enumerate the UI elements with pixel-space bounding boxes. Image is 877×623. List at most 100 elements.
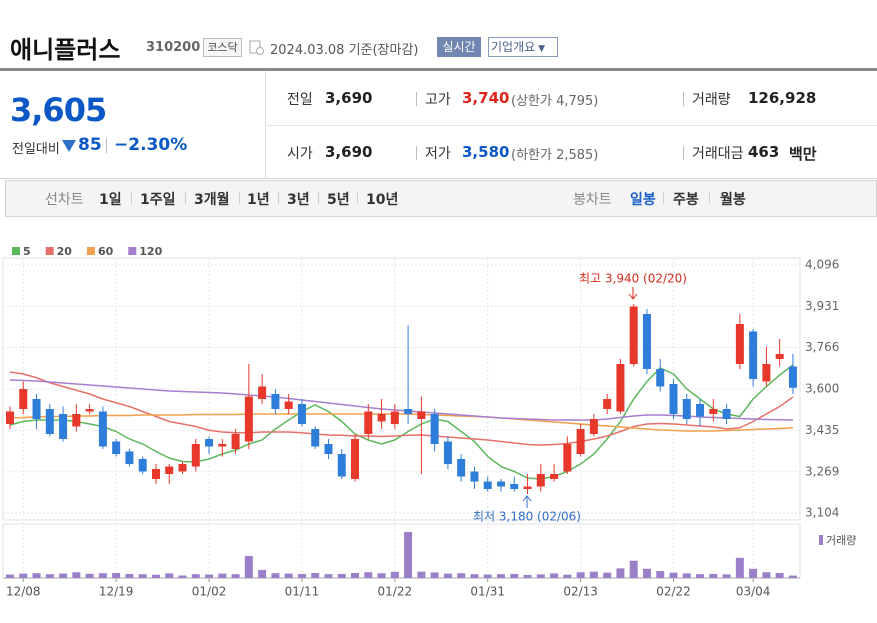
volume-bar (576, 572, 585, 578)
candle-body (138, 459, 147, 472)
volume-bar (788, 575, 797, 578)
candle-body (656, 369, 665, 387)
period-tab-active[interactable]: 일봉 (630, 192, 656, 208)
volume-bar (165, 573, 174, 578)
volume-bar (682, 573, 691, 578)
current-price: 3,605 (10, 91, 107, 129)
volume-bar (510, 573, 519, 578)
volume-bar (457, 573, 466, 578)
period-tab[interactable]: 1년 (247, 192, 270, 208)
volume-bar (762, 572, 771, 578)
candle-body (603, 399, 612, 409)
candle-body (45, 409, 54, 434)
volume-legend-swatch (819, 535, 823, 545)
change-label: 전일대비 (12, 142, 60, 157)
period-tab[interactable]: 1일 (99, 192, 122, 208)
volume-bar (629, 560, 638, 578)
ma-line (9, 379, 793, 421)
candle-body (404, 409, 413, 414)
volume-bar (470, 574, 479, 578)
candle-body (85, 409, 94, 412)
stat-value: 3,740 (462, 89, 510, 107)
volume-bar (324, 574, 333, 578)
period-tab[interactable]: 1주일 (140, 192, 176, 208)
stat-value: 3,690 (325, 89, 373, 107)
candle-body (98, 411, 107, 447)
candle-body (231, 434, 240, 449)
candle-body (205, 439, 214, 447)
stat-label: 전일 (287, 92, 313, 108)
period-tab[interactable]: 10년 (366, 192, 399, 208)
divider (131, 192, 132, 204)
stat-value: 126,928 (748, 89, 817, 107)
candle-body (32, 399, 41, 419)
stock-name: 애니플러스 (10, 36, 121, 64)
x-tick-label: 01/02 (192, 585, 227, 599)
volume-bar (244, 555, 253, 578)
high-arrow-head (628, 293, 638, 300)
company-info-button[interactable]: 기업개요 ▼ (488, 37, 558, 57)
divider (416, 146, 417, 160)
period-tab[interactable]: 3개월 (194, 192, 230, 208)
ma-line (9, 371, 794, 446)
volume-bar (696, 574, 705, 578)
stat-label: 거래량 (692, 92, 731, 108)
y-tick-label: 3,931 (805, 299, 839, 313)
stat-note: (하한가 2,585) (511, 148, 599, 163)
volume-bar (284, 573, 293, 578)
high-annotation: 최고 3,940 (02/20) (579, 272, 687, 286)
realtime-button[interactable]: 실시간 (437, 37, 481, 57)
company-info-label: 기업개요 (491, 40, 536, 54)
change-rate: −2.30% (114, 135, 188, 155)
candle-body (696, 404, 705, 417)
stat-unit: 백만 (789, 145, 817, 163)
candle-body (72, 414, 81, 427)
candle-body (112, 441, 121, 454)
candle-body (258, 386, 267, 399)
candle-body (364, 411, 373, 434)
period-tab[interactable]: 3년 (287, 192, 310, 208)
candle-body (430, 414, 439, 444)
volume-bar (603, 572, 612, 578)
candle-body (337, 454, 346, 477)
volume-bar (271, 573, 280, 578)
period-tab[interactable]: 월봉 (720, 192, 746, 208)
stat-value: 3,690 (325, 143, 373, 161)
divider (278, 192, 279, 204)
legend-swatch (128, 247, 137, 255)
legend-label: 60 (98, 245, 114, 258)
candle-body (417, 411, 426, 419)
divider (106, 138, 107, 153)
volume-bar (231, 574, 240, 578)
ma-line (9, 413, 793, 432)
candle-body (297, 404, 306, 424)
y-tick-label: 3,766 (805, 340, 839, 354)
candle-body (151, 469, 160, 479)
candle-body (59, 414, 68, 439)
candle-body (443, 441, 452, 464)
volume-bar (351, 573, 360, 578)
legend-label: 20 (57, 245, 73, 258)
candle-body (536, 474, 545, 487)
stat-label: 시가 (287, 146, 313, 162)
volume-bar (523, 574, 532, 578)
x-tick-label: 01/22 (378, 585, 413, 599)
period-tab[interactable]: 5년 (327, 192, 350, 208)
x-tick-label: 01/31 (470, 585, 505, 599)
stat-label: 고가 (425, 92, 451, 108)
volume-bar (191, 574, 200, 578)
candle-body (709, 409, 718, 414)
candle-body (589, 419, 598, 434)
candle-body (642, 314, 651, 369)
candle-body (351, 439, 360, 479)
volume-bar (656, 571, 665, 578)
stat-value: 3,580 (462, 143, 510, 161)
period-tab[interactable]: 주봉 (673, 192, 699, 208)
volume-label: 거래량 (826, 534, 856, 547)
y-tick-label: 3,435 (805, 423, 839, 437)
divider (265, 125, 877, 126)
volume-bar (496, 574, 505, 578)
volume-bar (151, 574, 160, 578)
stat-label: 거래대금 (692, 146, 744, 162)
